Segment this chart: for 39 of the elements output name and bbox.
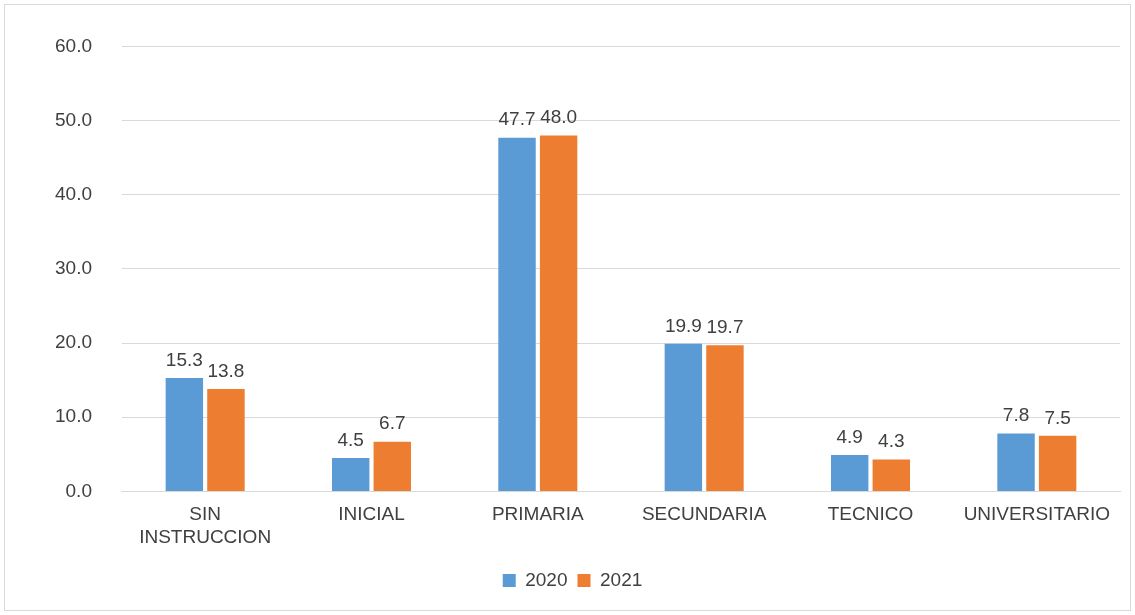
bar — [997, 433, 1035, 491]
bar — [1038, 435, 1077, 491]
bar — [706, 345, 744, 491]
bar — [664, 343, 703, 491]
y-tick-label: 10.0 — [55, 405, 92, 427]
bar — [830, 455, 869, 491]
data-label: 7.5 — [1044, 406, 1071, 428]
x-tick-label: SECUNDARIA — [641, 503, 767, 525]
bar — [207, 389, 245, 491]
bar — [498, 137, 536, 491]
bar — [331, 458, 370, 491]
x-tick-label: INICIAL — [338, 503, 405, 525]
x-tick-label: TECNICO — [827, 503, 914, 525]
bar — [539, 135, 578, 491]
y-tick-label: 60.0 — [55, 34, 92, 56]
y-tick-label: 40.0 — [55, 182, 92, 204]
y-tick-label: 0.0 — [65, 479, 92, 501]
y-tick-label: 50.0 — [55, 108, 92, 130]
legend-label: 2021 — [600, 568, 643, 590]
data-label: 48.0 — [540, 106, 578, 128]
y-tick-label: 30.0 — [55, 257, 92, 279]
bar — [165, 377, 204, 491]
data-label: 19.9 — [664, 314, 702, 336]
data-label: 47.7 — [498, 108, 536, 130]
data-label: 15.3 — [165, 348, 203, 370]
y-tick-label: 20.0 — [55, 331, 92, 353]
data-label: 4.3 — [878, 430, 905, 452]
data-label: 6.7 — [379, 412, 406, 434]
x-tick-label: UNIVERSITARIO — [963, 503, 1111, 525]
data-label: 4.9 — [836, 425, 863, 447]
bar — [373, 441, 411, 491]
legend-label: 2020 — [525, 568, 568, 590]
data-label: 13.8 — [207, 359, 245, 381]
x-tick-label: SIN INSTRUCCION — [139, 503, 272, 547]
data-label: 4.5 — [337, 428, 364, 450]
bar — [872, 459, 910, 491]
x-tick-label: PRIMARIA — [491, 503, 585, 525]
data-label: 7.8 — [1002, 404, 1030, 426]
data-label: 19.7 — [706, 316, 744, 338]
